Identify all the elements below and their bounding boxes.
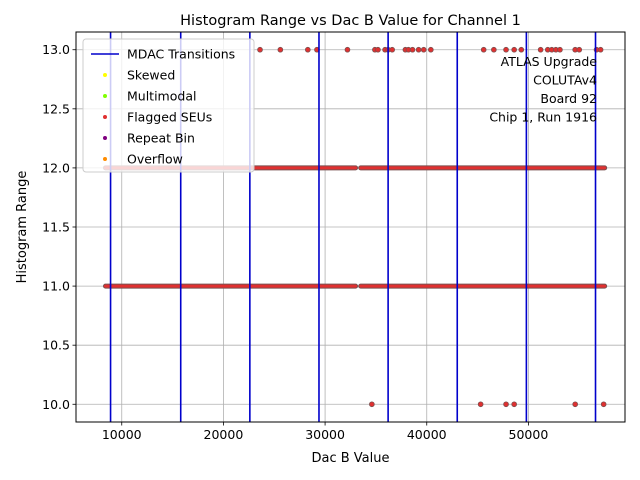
legend-dot-swatch bbox=[103, 136, 107, 140]
seu-point bbox=[597, 46, 604, 53]
seu-point bbox=[600, 401, 607, 408]
legend-box bbox=[82, 38, 255, 173]
seu-point bbox=[537, 46, 544, 53]
y-tick-label: 12.0 bbox=[42, 160, 70, 175]
seu-point bbox=[409, 46, 416, 53]
legend: MDAC Transitions Skewed Multimodal Flagged … bbox=[82, 38, 255, 173]
seu-point bbox=[344, 46, 351, 53]
seu-point bbox=[477, 401, 484, 408]
y-tick-label: 13.0 bbox=[42, 42, 70, 57]
x-tick-label: 30000 bbox=[305, 427, 345, 442]
seu-point bbox=[428, 46, 434, 53]
seu-point bbox=[503, 401, 509, 408]
x-tick-label: 20000 bbox=[204, 427, 244, 442]
x-axis-label: Dac B Value bbox=[311, 451, 389, 466]
seu-point bbox=[491, 46, 497, 53]
seu-point bbox=[576, 46, 583, 53]
chart-title: Histogram Range vs Dac B Value for Chann… bbox=[180, 13, 521, 29]
seu-point bbox=[518, 46, 525, 53]
legend-entry-label: Flagged SEUs bbox=[127, 110, 212, 125]
legend-entry-label: Repeat Bin bbox=[127, 131, 195, 146]
seu-point bbox=[503, 46, 509, 53]
seu-point bbox=[572, 401, 578, 408]
seu-point bbox=[277, 46, 284, 53]
seu-point bbox=[415, 46, 422, 53]
x-tick-label: 50000 bbox=[509, 427, 549, 442]
seu-point bbox=[304, 46, 311, 53]
axis-ticks: 10000 20000 30000 40000 50000 10.0 10.5 11.0 11.… bbox=[42, 42, 548, 442]
legend-entry-label: Multimodal bbox=[127, 89, 196, 104]
seu-point bbox=[480, 46, 487, 53]
legend-dot-swatch bbox=[103, 157, 107, 161]
y-tick-label: 12.5 bbox=[42, 101, 70, 116]
mdac-transition-lines bbox=[109, 32, 597, 422]
legend-dot-swatch bbox=[103, 73, 107, 77]
y-axis-label: Histogram Range bbox=[15, 171, 30, 284]
legend-entry-label: Skewed bbox=[127, 68, 175, 83]
legend-dot-swatch bbox=[103, 115, 107, 119]
legend-entry-label: MDAC Transitions bbox=[127, 47, 235, 62]
legend-dot-swatch bbox=[103, 94, 107, 98]
y-tick-label: 10.5 bbox=[42, 338, 70, 353]
y-tick-label: 11.5 bbox=[42, 220, 70, 235]
legend-entry-label: Overflow bbox=[127, 152, 183, 167]
seu-point bbox=[375, 46, 381, 53]
y-tick-label: 10.0 bbox=[42, 397, 70, 412]
annotation-line: Chip 1, Run 1916 bbox=[489, 110, 597, 125]
y-tick-label: 11.0 bbox=[42, 279, 70, 294]
seu-point bbox=[511, 401, 517, 408]
seu-point bbox=[511, 46, 517, 53]
seu-point bbox=[257, 46, 263, 53]
annotation-box: ATLAS Upgrade COLUTAv4 Board 92 Chip 1, Run… bbox=[489, 54, 597, 125]
seu-point bbox=[420, 46, 427, 53]
x-tick-label: 40000 bbox=[407, 427, 447, 442]
annotation-line: ATLAS Upgrade bbox=[501, 54, 598, 69]
annotation-line: COLUTAv4 bbox=[533, 73, 597, 88]
seu-point bbox=[369, 401, 375, 408]
seu-point bbox=[389, 46, 395, 53]
seu-point bbox=[557, 46, 563, 53]
x-tick-label: 10000 bbox=[102, 427, 142, 442]
annotation-line: Board 92 bbox=[540, 91, 597, 106]
